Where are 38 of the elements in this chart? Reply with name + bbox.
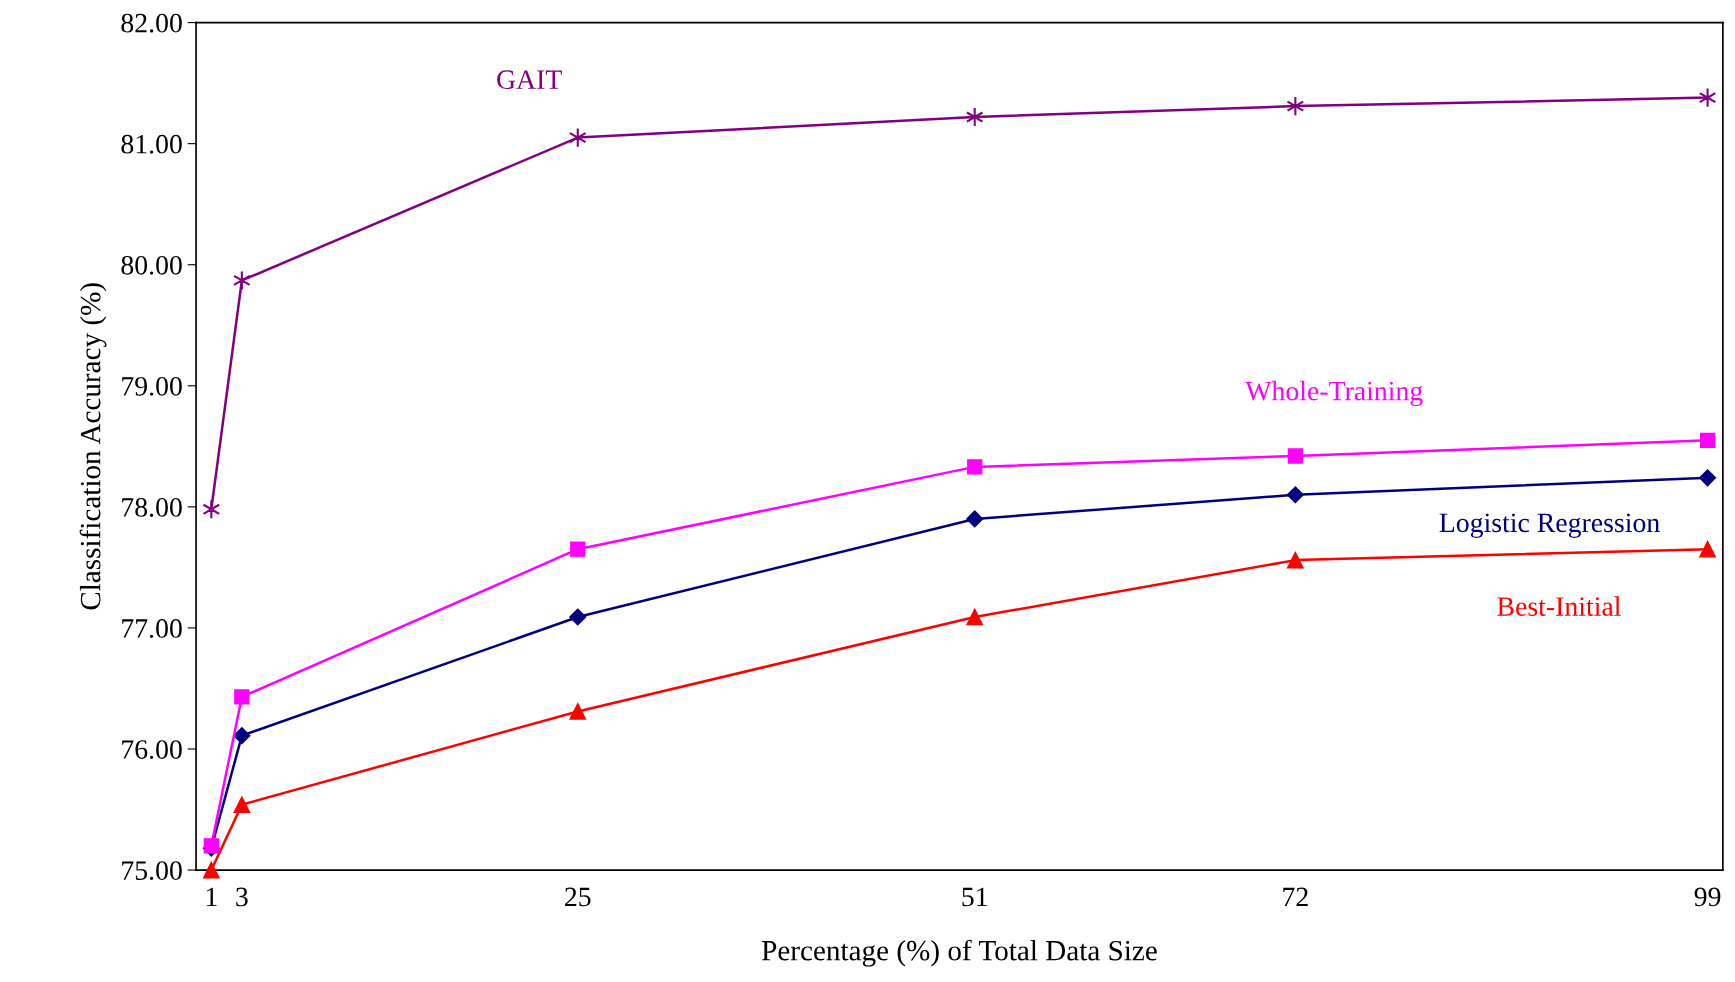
point — [966, 608, 984, 626]
point — [234, 689, 250, 705]
point — [233, 796, 251, 814]
y-tick-label: 76.00 — [122, 740, 182, 760]
y-tick-label: 75.00 — [122, 861, 182, 881]
x-tick-label: 72 — [1283, 887, 1308, 906]
y-axis-title: Classification Accuracy (%) — [79, 283, 107, 610]
x-tick-label: 51 — [962, 887, 987, 907]
point — [203, 838, 219, 854]
x-tick-label: 99 — [1694, 887, 1721, 907]
y-tick-label: 79.00 — [122, 376, 182, 396]
point — [966, 510, 984, 528]
x-tick-label: 3 — [236, 887, 248, 907]
y-tick-label: 80.00 — [121, 255, 182, 275]
point — [967, 459, 983, 475]
series-label: GAIT — [497, 70, 562, 89]
y-tick-label: 81.00 — [121, 134, 182, 154]
point — [1699, 469, 1717, 487]
y-tick-label: 82.00 — [121, 13, 182, 33]
point — [202, 861, 220, 879]
point — [233, 727, 251, 745]
point — [570, 541, 586, 557]
y-tick-label: 78.00 — [122, 498, 182, 517]
series-label: Logistic Regression — [1439, 513, 1660, 538]
series-label: Whole-Training — [1245, 380, 1423, 407]
x-tick-label: 1 — [206, 887, 217, 906]
point — [1286, 486, 1304, 504]
point — [1287, 551, 1304, 569]
x-axis-title: Percentage (%) of Total Data Size — [761, 939, 1157, 967]
series-label: Best-Initial — [1497, 596, 1621, 616]
point — [1699, 432, 1716, 448]
point — [569, 608, 587, 626]
point — [569, 703, 587, 720]
x-tick-label: 25 — [565, 887, 591, 907]
y-tick-label: 77.00 — [122, 619, 182, 638]
point — [202, 499, 221, 520]
point — [1287, 448, 1303, 464]
point — [1699, 540, 1716, 558]
